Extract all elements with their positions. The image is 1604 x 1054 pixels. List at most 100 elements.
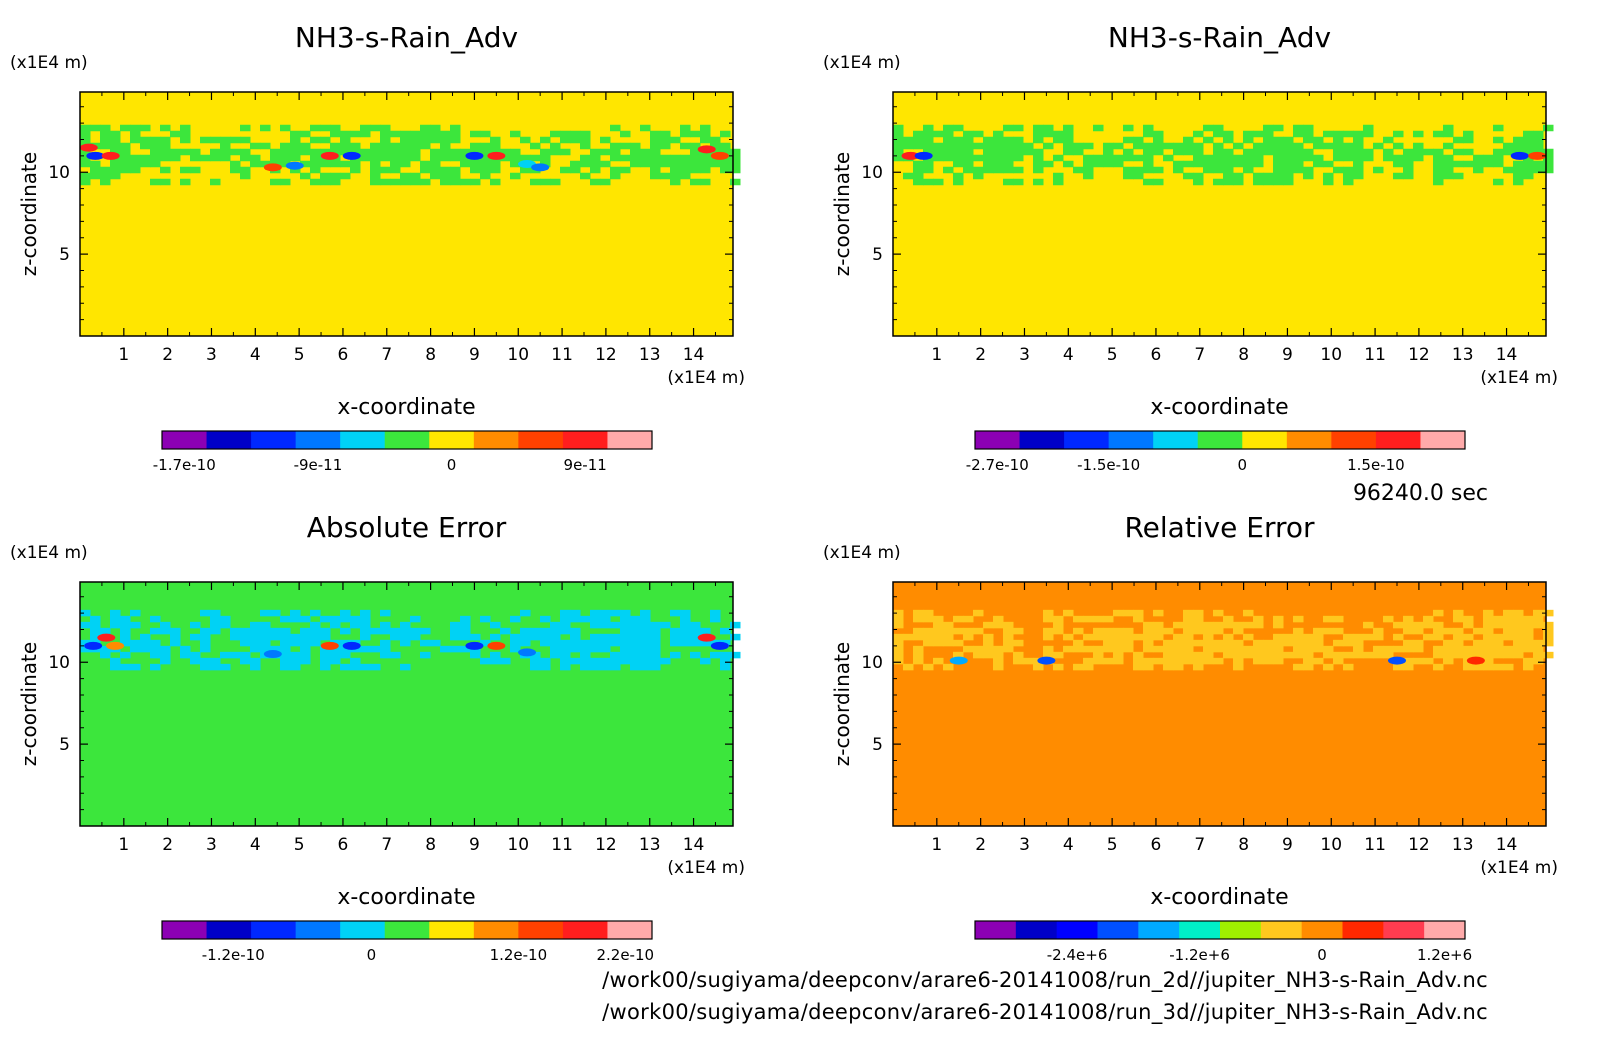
band-cell — [913, 615, 924, 623]
band-cell — [1493, 148, 1504, 156]
band-cell — [350, 160, 361, 168]
colorbar-swatch — [1097, 921, 1139, 939]
band-cell — [200, 633, 211, 641]
field-blob — [263, 163, 282, 172]
band-cell — [1133, 633, 1144, 641]
band-cell — [600, 160, 611, 168]
band-cell — [1393, 130, 1404, 138]
band-cell — [1213, 621, 1224, 629]
band-cell — [1283, 166, 1294, 174]
band-cell — [963, 627, 974, 635]
band-cell — [650, 172, 661, 180]
band-cell — [1413, 627, 1424, 635]
band-cell — [480, 142, 491, 150]
band-cell — [590, 645, 601, 653]
band-cell — [1173, 166, 1184, 174]
band-cell — [330, 645, 341, 653]
band-cell — [320, 124, 331, 132]
band-cell — [310, 639, 321, 647]
band-cell — [480, 130, 491, 138]
band-cell — [1143, 627, 1154, 635]
band-cell — [420, 178, 431, 186]
band-cell — [993, 154, 1004, 162]
band-cell — [700, 657, 711, 665]
colorbar-swatch — [1015, 921, 1058, 939]
band-cell — [1073, 142, 1084, 150]
band-cell — [1383, 651, 1394, 659]
band-cell — [1213, 178, 1224, 186]
band-cell — [300, 160, 311, 168]
band-cell — [1413, 142, 1424, 150]
band-cell — [943, 621, 954, 629]
band-cell — [390, 148, 401, 156]
band-cell — [620, 645, 631, 653]
band-cell — [680, 639, 691, 647]
band-cell — [260, 621, 271, 629]
band-cell — [1433, 160, 1444, 168]
band-cell — [1023, 148, 1034, 156]
band-cell — [1473, 663, 1484, 671]
band-cell — [290, 639, 301, 647]
band-cell — [200, 154, 211, 162]
band-cell — [1363, 651, 1374, 659]
band-cell — [110, 142, 121, 150]
band-cell — [630, 621, 641, 629]
band-cell — [330, 142, 341, 150]
band-cell — [80, 621, 91, 629]
band-cell — [600, 639, 611, 647]
band-cell — [120, 124, 131, 132]
band-cell — [1133, 657, 1144, 665]
band-cell — [1183, 627, 1194, 635]
band-cell — [1353, 172, 1364, 180]
band-cell — [140, 124, 151, 132]
band-cell — [490, 621, 501, 629]
band-cell — [1353, 160, 1364, 168]
band-cell — [1543, 160, 1554, 168]
band-cell — [390, 154, 401, 162]
band-cell — [1013, 651, 1024, 659]
band-cell — [250, 663, 261, 671]
band-cell — [250, 645, 261, 653]
band-cell — [923, 633, 934, 641]
band-cell — [390, 651, 401, 659]
band-cell — [260, 645, 271, 653]
x-tick-label: 10 — [507, 345, 529, 365]
band-cell — [590, 148, 601, 156]
band-cell — [80, 124, 91, 132]
band-cell — [350, 621, 361, 629]
band-cell — [670, 154, 681, 162]
band-cell — [943, 142, 954, 150]
band-cell — [660, 130, 671, 138]
band-cell — [240, 148, 251, 156]
band-cell — [1053, 663, 1064, 671]
band-cell — [1303, 148, 1314, 156]
band-cell — [1323, 627, 1334, 635]
band-cell — [1103, 148, 1114, 156]
band-cell — [1273, 172, 1284, 180]
band-cell — [943, 633, 954, 641]
band-cell — [230, 136, 241, 144]
band-cell — [720, 130, 731, 138]
band-cell — [1473, 651, 1484, 659]
band-cell — [1433, 166, 1444, 174]
band-cell — [1403, 663, 1414, 671]
x-tick-label: 10 — [507, 835, 529, 855]
band-cell — [1213, 166, 1224, 174]
band-cell — [1203, 124, 1214, 132]
band-cell — [250, 142, 261, 150]
colorbar: -2.4e+6 -1.2e+6 0 1.2e+6 — [974, 920, 1472, 964]
band-cell — [650, 639, 661, 647]
band-cell — [913, 142, 924, 150]
band-cell — [1143, 142, 1154, 150]
band-cell — [933, 657, 944, 665]
band-cell — [220, 615, 231, 623]
band-cell — [1193, 639, 1204, 647]
colorbar-swatch — [384, 921, 430, 939]
band-cell — [913, 178, 924, 186]
band-cell — [1083, 166, 1094, 174]
band-cell — [730, 633, 741, 641]
band-cell — [470, 130, 481, 138]
band-cell — [1393, 621, 1404, 629]
band-cell — [913, 609, 924, 617]
band-cell — [1243, 633, 1254, 641]
